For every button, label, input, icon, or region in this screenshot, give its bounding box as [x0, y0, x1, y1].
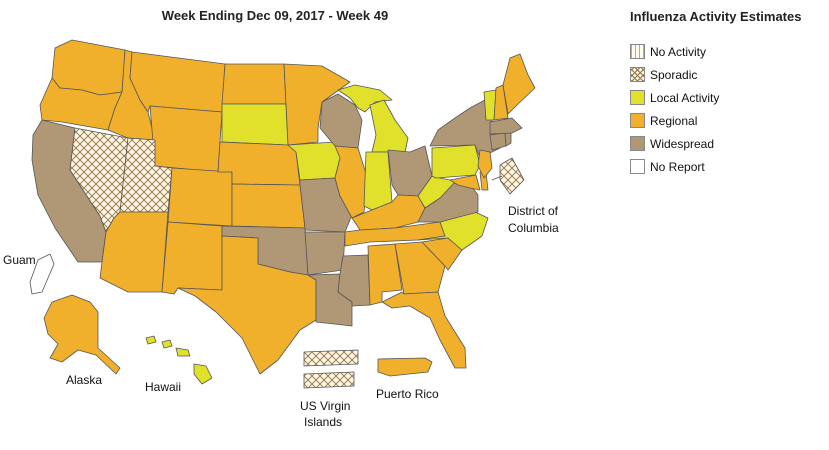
state-north-dakota[interactable]: [221, 63, 287, 105]
dc-inset[interactable]: [499, 157, 525, 195]
state-south-dakota[interactable]: [221, 103, 289, 146]
swatch-no-report: [630, 159, 645, 174]
legend-title: Influenza Activity Estimates: [630, 9, 802, 24]
legend: No Activity Sporadic Local Activity Regi…: [630, 40, 719, 178]
state-arizona[interactable]: [99, 211, 169, 293]
label-usvi-1: US Virgin: [300, 399, 350, 413]
swatch-no-activity: [630, 44, 645, 59]
label-usvi-2: Islands: [304, 415, 342, 429]
legend-label: Widespread: [650, 136, 715, 151]
state-indiana[interactable]: [363, 151, 393, 211]
state-wisconsin[interactable]: [319, 93, 363, 149]
state-west-virginia[interactable]: [417, 175, 456, 209]
legend-item-regional[interactable]: Regional: [630, 109, 719, 132]
state-maryland[interactable]: [449, 174, 481, 191]
state-rhode-island[interactable]: [504, 132, 512, 147]
legend-label: Regional: [650, 113, 698, 128]
label-alaska: Alaska: [66, 373, 102, 387]
legend-label: Local Activity: [650, 90, 720, 105]
state-connecticut[interactable]: [489, 132, 507, 151]
puerto-rico[interactable]: [377, 357, 433, 377]
us-virgin-islands[interactable]: [303, 349, 359, 389]
swatch-local: [630, 90, 645, 105]
state-north-carolina[interactable]: [417, 211, 489, 251]
label-puerto-rico: Puerto Rico: [376, 387, 439, 401]
label-guam: Guam: [3, 253, 36, 267]
legend-item-no-report[interactable]: No Report: [630, 155, 719, 178]
state-montana[interactable]: [129, 51, 226, 113]
state-texas[interactable]: [177, 235, 317, 375]
legend-label: Sporadic: [650, 67, 698, 82]
label-dc-1: District of: [508, 204, 559, 218]
state-hawaii[interactable]: [145, 335, 213, 385]
state-massachusetts[interactable]: [489, 117, 523, 135]
legend-item-no-activity[interactable]: No Activity: [630, 40, 719, 63]
label-hawaii: Hawaii: [145, 380, 181, 394]
state-alaska[interactable]: [43, 294, 121, 375]
state-kansas[interactable]: [231, 183, 306, 229]
legend-item-sporadic[interactable]: Sporadic: [630, 63, 719, 86]
swatch-widespread: [630, 136, 645, 151]
state-new-jersey[interactable]: [477, 149, 493, 179]
label-dc-2: Columbia: [508, 221, 559, 235]
state-minnesota[interactable]: [283, 63, 351, 146]
state-pennsylvania[interactable]: [431, 144, 481, 179]
legend-label: No Report: [650, 159, 705, 174]
state-florida[interactable]: [381, 291, 467, 369]
state-washington[interactable]: [51, 39, 126, 96]
swatch-sporadic: [630, 67, 645, 82]
state-michigan[interactable]: [337, 84, 393, 113]
state-new-mexico[interactable]: [161, 221, 223, 295]
state-michigan-lower[interactable]: [369, 99, 409, 153]
state-georgia[interactable]: [394, 241, 446, 295]
guam[interactable]: [29, 253, 55, 295]
state-arkansas[interactable]: [304, 231, 346, 276]
legend-item-local[interactable]: Local Activity: [630, 86, 719, 109]
swatch-regional: [630, 113, 645, 128]
state-new-hampshire[interactable]: [493, 84, 509, 121]
legend-item-widespread[interactable]: Widespread: [630, 132, 719, 155]
map-title: Week Ending Dec 09, 2017 - Week 49: [161, 8, 389, 23]
state-maine[interactable]: [502, 53, 536, 115]
legend-label: No Activity: [650, 44, 707, 59]
state-colorado[interactable]: [167, 167, 233, 227]
state-wyoming[interactable]: [149, 105, 223, 173]
